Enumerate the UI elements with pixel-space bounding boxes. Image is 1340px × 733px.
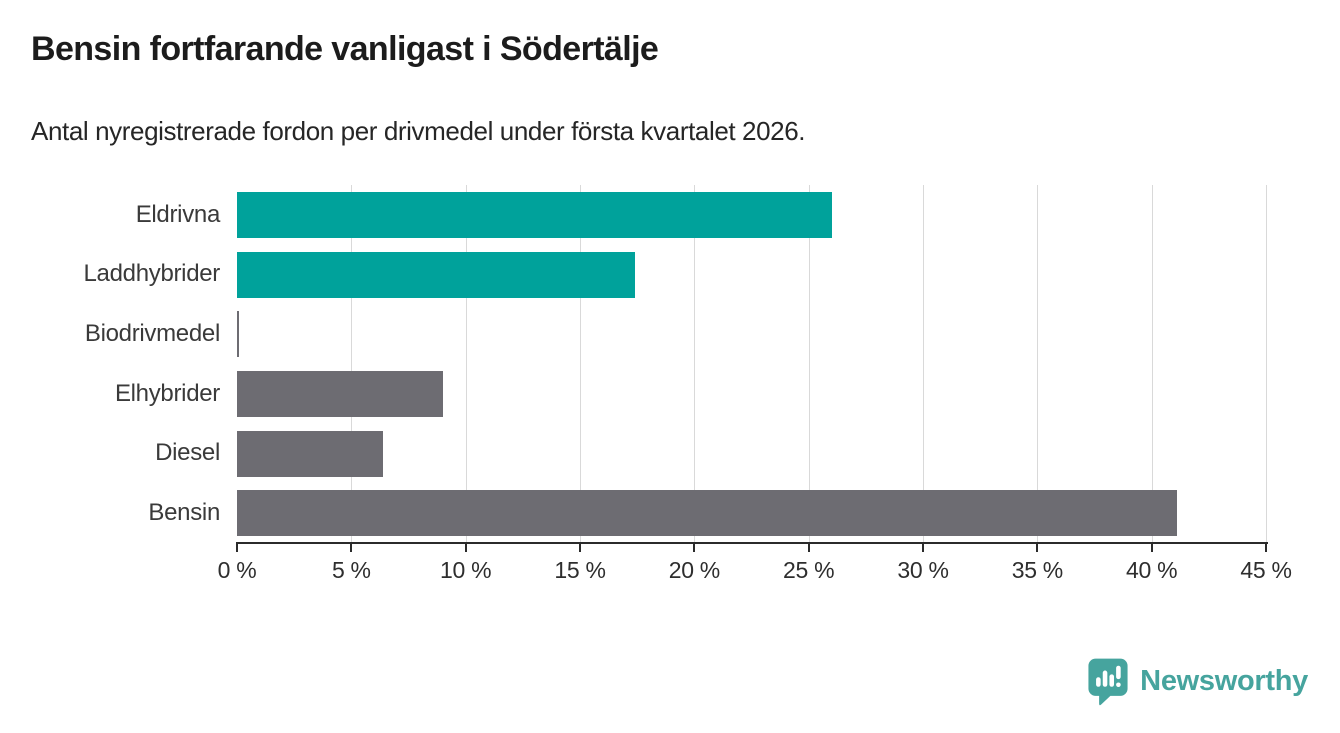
category-label-elhybrider: Elhybrider	[114, 379, 220, 407]
bar-elhybrider	[237, 370, 443, 417]
tick-mark-10	[464, 544, 467, 552]
category-label-biodrivmedel: Biodrivmedel	[84, 320, 220, 348]
gridline-35	[1037, 185, 1039, 543]
tick-mark-30	[922, 544, 924, 552]
x-axis-line	[236, 542, 1268, 544]
newsworthy-logo-text: Newsworthy	[1140, 665, 1308, 697]
bar-laddhybrider	[237, 251, 635, 298]
tick-mark-45	[1265, 544, 1267, 552]
tick-mark-20	[693, 544, 696, 552]
gridline-30	[923, 185, 924, 543]
tick-label-45: 45 %	[1240, 557, 1292, 583]
tick-label-30: 30 %	[897, 557, 949, 583]
tick-mark-40	[1150, 544, 1153, 552]
tick-label-35: 35 %	[1011, 557, 1064, 583]
gridline-45	[1266, 185, 1267, 543]
tick-label-25: 25 %	[783, 557, 835, 583]
plot-area	[237, 185, 1267, 543]
chart-title: Bensin fortfarande vanligast i Södertälj…	[31, 30, 659, 68]
tick-mark-0	[236, 544, 238, 552]
tick-mark-25	[807, 544, 810, 552]
gridline-20	[694, 185, 696, 543]
newsworthy-logo: Newsworthy	[1087, 657, 1308, 706]
gridline-10	[465, 185, 467, 543]
bar-biodrivmedel	[237, 311, 240, 358]
newsworthy-bar-chart-speech-bubble-icon	[1087, 657, 1129, 706]
tick-label-20: 20 %	[668, 557, 721, 583]
gridline-15	[580, 185, 581, 543]
tick-label-5: 5 %	[331, 557, 371, 583]
category-axis-labels: Eldrivna Laddhybrider Biodrivmedel Elhybrid…	[0, 185, 221, 543]
gridline-25	[808, 185, 810, 543]
gridline-40	[1151, 185, 1153, 543]
bar-bensin	[237, 490, 1177, 537]
category-label-bensin: Bensin	[148, 499, 220, 527]
tick-mark-35	[1036, 544, 1039, 552]
tick-label-15: 15 %	[554, 557, 606, 583]
gridline-5	[351, 185, 353, 543]
tick-label-40: 40 %	[1126, 557, 1178, 583]
tick-mark-15	[579, 544, 581, 552]
x-axis-ticks: 0 % 5 % 10 % 15 % 20 % 25 % 30 % 35 % 40 % 45 %	[218, 544, 1292, 594]
chart-subtitle: Antal nyregistrerade fordon per drivmede…	[31, 116, 806, 146]
category-label-diesel: Diesel	[155, 439, 220, 467]
bar-eldrivna	[237, 191, 832, 238]
bar-diesel	[237, 430, 384, 477]
tick-label-0: 0 %	[217, 557, 257, 583]
tick-label-10: 10 %	[440, 557, 492, 583]
category-label-eldrivna: Eldrivna	[135, 200, 221, 228]
category-label-laddhybrider: Laddhybrider	[83, 260, 221, 288]
tick-mark-5	[350, 544, 353, 552]
